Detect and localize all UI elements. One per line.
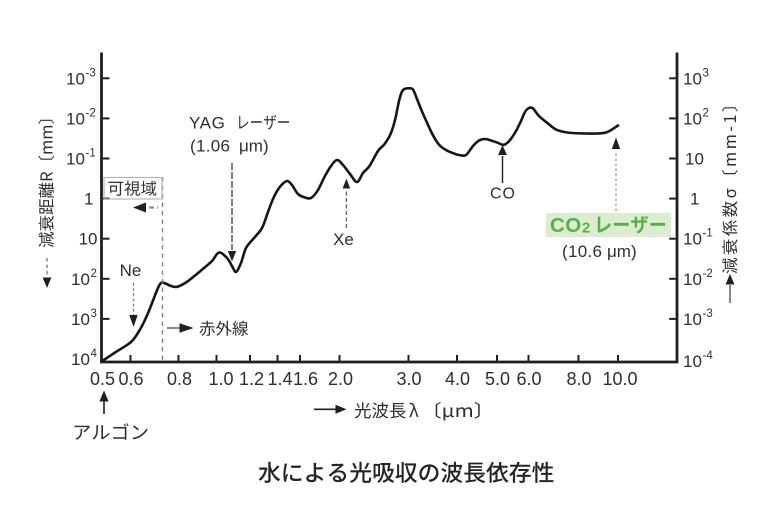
svg-text:0.6: 0.6 [118,369,143,389]
svg-text:-3: -3 [86,67,96,79]
svg-text:10: 10 [79,230,98,249]
svg-text:10: 10 [683,352,702,371]
svg-text:1.0: 1.0 [208,369,233,389]
svg-text:(10.6: (10.6 [562,242,602,261]
svg-text:2.0: 2.0 [328,369,353,389]
svg-text:0.8: 0.8 [167,369,192,389]
svg-text:1.4: 1.4 [267,369,292,389]
svg-text:μm): μm) [607,242,637,261]
svg-text:-2: -2 [86,107,96,119]
svg-text:2: 2 [703,107,709,119]
svg-text:10: 10 [71,350,90,369]
svg-text:5.0: 5.0 [485,369,510,389]
svg-text:3: 3 [703,67,709,79]
svg-text:10: 10 [683,230,702,249]
svg-text:1: 1 [84,190,93,209]
svg-text:10: 10 [683,310,702,329]
svg-text:-1: -1 [86,148,96,160]
svg-text:10: 10 [71,310,90,329]
svg-text:10: 10 [683,270,702,289]
svg-text:Ne: Ne [120,261,142,280]
svg-text:8.0: 8.0 [566,369,591,389]
svg-text:10: 10 [71,270,90,289]
svg-text:-2: -2 [703,268,713,280]
svg-text:6.0: 6.0 [516,369,541,389]
svg-text:Xe: Xe [333,230,354,249]
svg-text:4: 4 [91,348,98,360]
svg-text:10: 10 [66,109,85,128]
svg-text:0.5: 0.5 [90,369,115,389]
svg-text:-1: -1 [703,228,713,240]
svg-text:4.0: 4.0 [445,369,470,389]
svg-text:-4: -4 [703,350,714,362]
svg-text:10: 10 [685,150,704,169]
svg-text:1.6: 1.6 [293,369,318,389]
svg-text:10: 10 [66,150,85,169]
svg-text:2: 2 [582,220,590,237]
svg-text:10: 10 [683,69,702,88]
svg-text:10: 10 [683,109,702,128]
svg-text:1: 1 [690,190,699,209]
svg-text:10: 10 [66,69,85,88]
svg-text:3.0: 3.0 [396,369,421,389]
svg-text:-3: -3 [703,308,713,320]
svg-text:(1.06: (1.06 [190,137,230,156]
svg-text:2: 2 [91,268,97,280]
svg-text:1.2: 1.2 [239,369,264,389]
svg-text:10.0: 10.0 [602,369,637,389]
svg-text:CO: CO [550,214,582,237]
svg-text:YAG: YAG [189,114,225,133]
svg-text:CO: CO [490,186,516,203]
svg-text:3: 3 [91,308,97,320]
svg-text:μm): μm) [239,137,269,156]
